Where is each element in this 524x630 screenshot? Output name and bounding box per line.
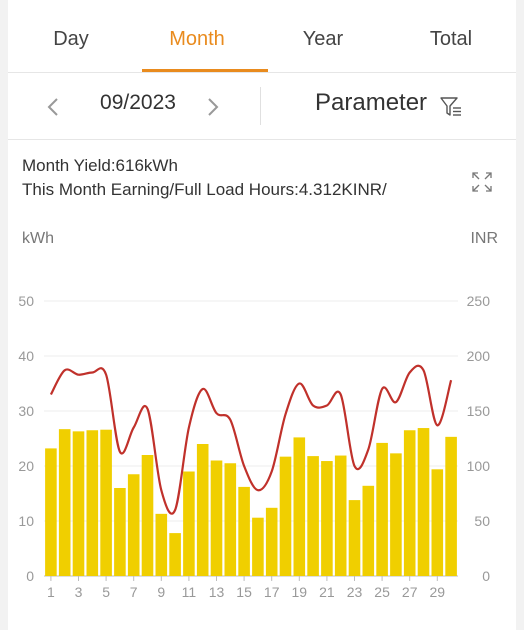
chart-card: Month Yield:616kWh This Month Earning/Fu… [8, 140, 516, 630]
bar [86, 430, 99, 576]
period-tab-bar: Day Month Year Total [8, 0, 516, 73]
left-axis-unit: kWh [22, 230, 54, 247]
bar [72, 431, 85, 576]
y-right-tick-label: 150 [467, 403, 491, 419]
bar [334, 455, 347, 576]
x-tick-label: 29 [430, 584, 446, 600]
expand-icon[interactable] [470, 170, 494, 194]
bar [127, 474, 140, 576]
y-left-tick-label: 20 [18, 458, 34, 474]
bar [390, 453, 402, 576]
x-tick-label: 19 [292, 584, 308, 600]
bar [196, 444, 209, 576]
x-tick-label: 9 [157, 584, 165, 600]
right-axis-unit: INR [470, 230, 498, 247]
bar [210, 460, 223, 576]
x-tick-label: 13 [209, 584, 225, 600]
bar [417, 428, 430, 576]
bar [58, 429, 71, 576]
bar [265, 507, 278, 576]
bar [141, 455, 154, 576]
x-tick-label: 25 [374, 584, 390, 600]
x-tick-label: 11 [182, 584, 197, 600]
y-left-tick-label: 40 [18, 348, 34, 364]
bar [321, 461, 333, 576]
x-tick-label: 7 [130, 584, 138, 600]
bar [155, 513, 168, 576]
date-toolbar: 09/2023 Parameter [8, 73, 516, 140]
x-tick-label: 1 [47, 584, 55, 600]
bar [252, 517, 264, 576]
chevron-right-icon[interactable] [200, 95, 224, 119]
bar [183, 471, 195, 576]
y-right-tick-label: 0 [482, 568, 490, 584]
date-label[interactable]: 09/2023 [100, 91, 176, 114]
bar [362, 485, 375, 576]
bar [445, 436, 457, 576]
y-left-tick-label: 0 [26, 568, 34, 584]
x-tick-label: 15 [236, 584, 252, 600]
bar [403, 430, 416, 576]
month-yield-text: Month Yield:616kWh [22, 156, 178, 175]
y-left-tick-label: 30 [18, 403, 34, 419]
tab-day[interactable]: Day [53, 28, 89, 50]
bar [307, 456, 319, 576]
y-right-tick-label: 50 [474, 513, 490, 529]
filter-list-icon[interactable] [439, 95, 463, 119]
bar [100, 429, 112, 576]
x-tick-label: 17 [264, 584, 280, 600]
bar [348, 500, 361, 576]
parameter-button[interactable]: Parameter [315, 89, 428, 116]
earning-line [49, 364, 453, 515]
active-tab-indicator [142, 69, 268, 72]
x-tick-label: 3 [75, 584, 83, 600]
x-tick-label: 27 [402, 584, 418, 600]
bar [45, 448, 57, 576]
month-earning-text: This Month Earning/Full Load Hours:4.312… [22, 180, 387, 199]
bar [293, 437, 306, 576]
chevron-left-icon[interactable] [42, 95, 66, 119]
y-left-tick-label: 50 [18, 293, 34, 309]
bar [279, 456, 292, 576]
tab-year[interactable]: Year [302, 28, 344, 50]
y-left-tick-label: 10 [18, 513, 34, 529]
bar [376, 442, 388, 576]
tab-month[interactable]: Month [169, 28, 225, 50]
bar [114, 488, 126, 576]
toolbar-divider [260, 87, 261, 125]
x-tick-label: 21 [319, 584, 335, 600]
x-tick-label: 5 [102, 584, 110, 600]
y-right-tick-label: 250 [467, 293, 491, 309]
tab-total[interactable]: Total [429, 28, 473, 50]
bar [169, 533, 181, 576]
bar [431, 469, 444, 576]
y-right-tick-label: 100 [467, 458, 491, 474]
x-tick-label: 23 [347, 584, 363, 600]
bar [224, 463, 237, 576]
y-right-tick-label: 200 [467, 348, 491, 364]
bar [238, 486, 250, 576]
